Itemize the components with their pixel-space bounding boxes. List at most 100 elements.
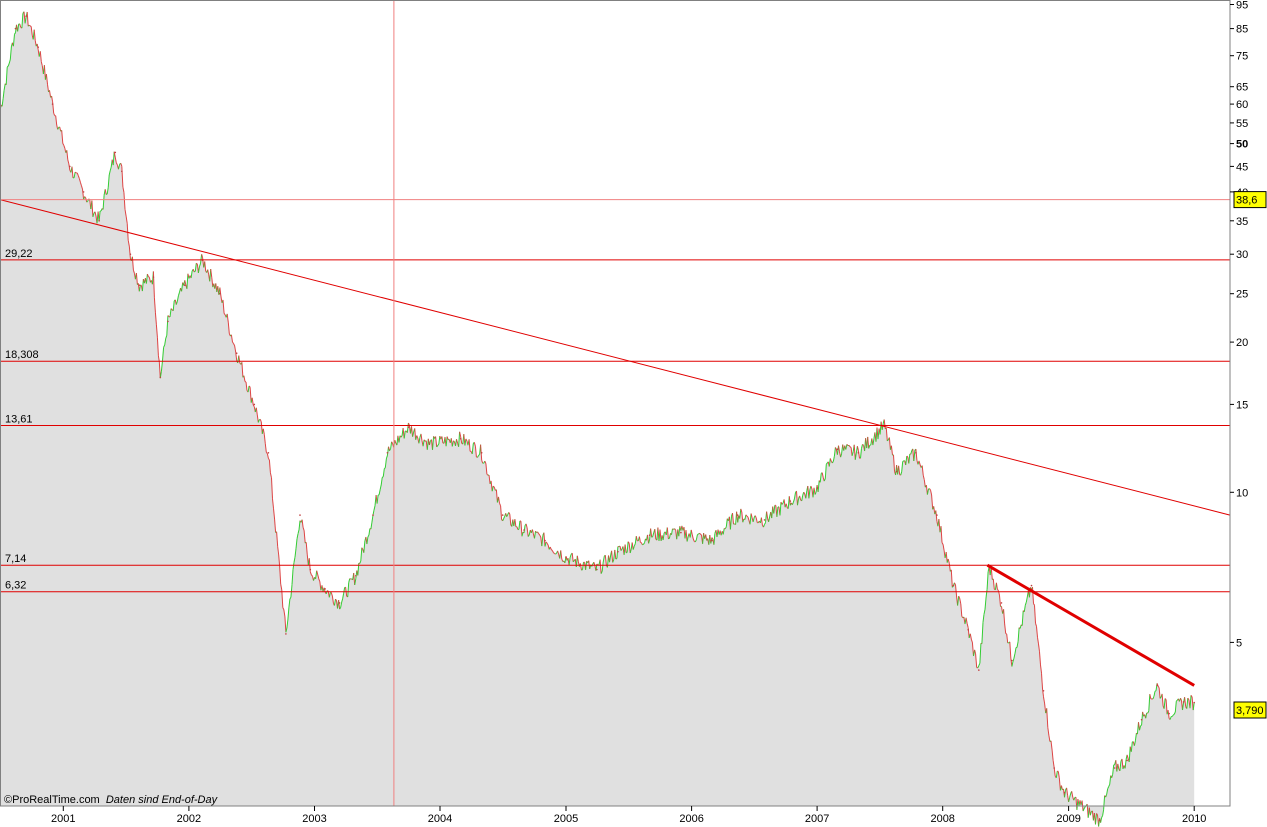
price-segment <box>1172 713 1175 716</box>
price-segment <box>481 460 484 464</box>
price-segment <box>172 300 175 311</box>
price-point <box>1042 690 1045 692</box>
price-segment <box>485 463 488 475</box>
price-segment <box>829 458 832 462</box>
price-point <box>372 514 374 516</box>
price-segment <box>331 596 334 604</box>
price-segment <box>885 428 888 441</box>
price-segment <box>1021 610 1024 626</box>
price-segment <box>289 597 292 600</box>
level-label: 29,22 <box>5 248 33 260</box>
x-tick-label: 2006 <box>679 813 703 825</box>
price-segment <box>251 397 254 405</box>
price-segment <box>1096 813 1098 816</box>
price-segment <box>638 536 641 543</box>
price-segment <box>384 458 387 468</box>
price-point <box>184 284 186 287</box>
price-point <box>299 514 301 516</box>
price-segment <box>985 589 988 598</box>
price-segment <box>127 240 130 247</box>
price-segment <box>773 505 776 514</box>
price-segment <box>184 280 187 285</box>
price-segment <box>341 598 344 603</box>
crosshair-badge-box <box>1233 191 1267 209</box>
price-segment <box>112 151 115 166</box>
price-segment <box>328 592 331 598</box>
price-segment <box>340 602 343 608</box>
price-segment <box>102 195 105 210</box>
price-point <box>857 452 860 454</box>
price-segment <box>942 544 945 551</box>
price-segment <box>560 550 563 560</box>
price-segment <box>768 516 771 522</box>
x-tick-label: 2007 <box>805 813 829 825</box>
price-segment <box>1169 716 1172 720</box>
price-segment <box>1153 691 1156 697</box>
price-segment <box>459 431 462 438</box>
price-segment <box>1163 698 1166 709</box>
price-segment <box>21 13 24 29</box>
price-segment <box>700 533 702 536</box>
price-segment <box>303 530 306 544</box>
price-segment <box>640 542 643 546</box>
price-segment <box>468 439 471 452</box>
price-segment <box>55 115 58 126</box>
price-segment <box>1124 759 1127 769</box>
price-segment <box>360 547 363 562</box>
price-segment <box>834 447 837 450</box>
price-segment <box>63 145 66 149</box>
price-segment <box>644 538 646 543</box>
price-segment <box>438 436 441 445</box>
price-segment <box>862 444 864 446</box>
price-segment <box>1006 634 1009 643</box>
price-segment <box>516 526 519 530</box>
price-segment <box>193 270 196 273</box>
price-segment <box>940 526 943 543</box>
price-segment <box>620 548 623 551</box>
price-segment <box>1139 725 1141 731</box>
price-area-fill <box>0 11 1195 827</box>
price-point <box>14 27 17 30</box>
price-segment <box>799 495 802 501</box>
price-segment <box>983 609 986 615</box>
price-segment <box>152 271 155 298</box>
price-segment <box>378 489 381 495</box>
price-segment <box>981 622 984 644</box>
price-segment <box>1047 727 1050 736</box>
price-segment <box>158 361 161 379</box>
price-point <box>648 534 651 536</box>
price-segment <box>974 649 977 655</box>
price-segment <box>30 26 33 36</box>
price-segment <box>541 535 544 547</box>
price-segment <box>1158 687 1161 699</box>
price-area <box>0 11 1195 827</box>
price-segment <box>746 515 749 518</box>
price-segment <box>1057 771 1060 778</box>
price-segment <box>543 532 546 547</box>
price-point <box>324 588 326 590</box>
price-segment <box>282 607 285 610</box>
price-segment <box>292 562 295 570</box>
price-segment <box>281 589 284 608</box>
price-segment <box>363 540 366 553</box>
price-segment <box>333 599 336 606</box>
price-segment <box>167 315 170 318</box>
price-segment <box>901 461 904 472</box>
price-segment <box>698 532 700 535</box>
price-segment <box>491 486 494 492</box>
price-segment <box>1148 694 1151 711</box>
price-segment <box>666 527 669 539</box>
price-segment <box>285 627 288 633</box>
price-segment <box>1095 813 1097 825</box>
price-segment <box>1035 623 1037 627</box>
price-segment <box>1155 683 1158 691</box>
price-segment <box>1189 695 1192 709</box>
price-segment <box>970 639 973 643</box>
price-segment <box>611 550 614 563</box>
price-segment <box>53 113 56 116</box>
price-segment <box>652 532 655 537</box>
price-segment <box>26 11 29 27</box>
credit-source[interactable]: ©ProRealTime.com <box>4 794 100 806</box>
price-segment <box>832 456 835 462</box>
x-tick-label: 2004 <box>428 813 452 825</box>
